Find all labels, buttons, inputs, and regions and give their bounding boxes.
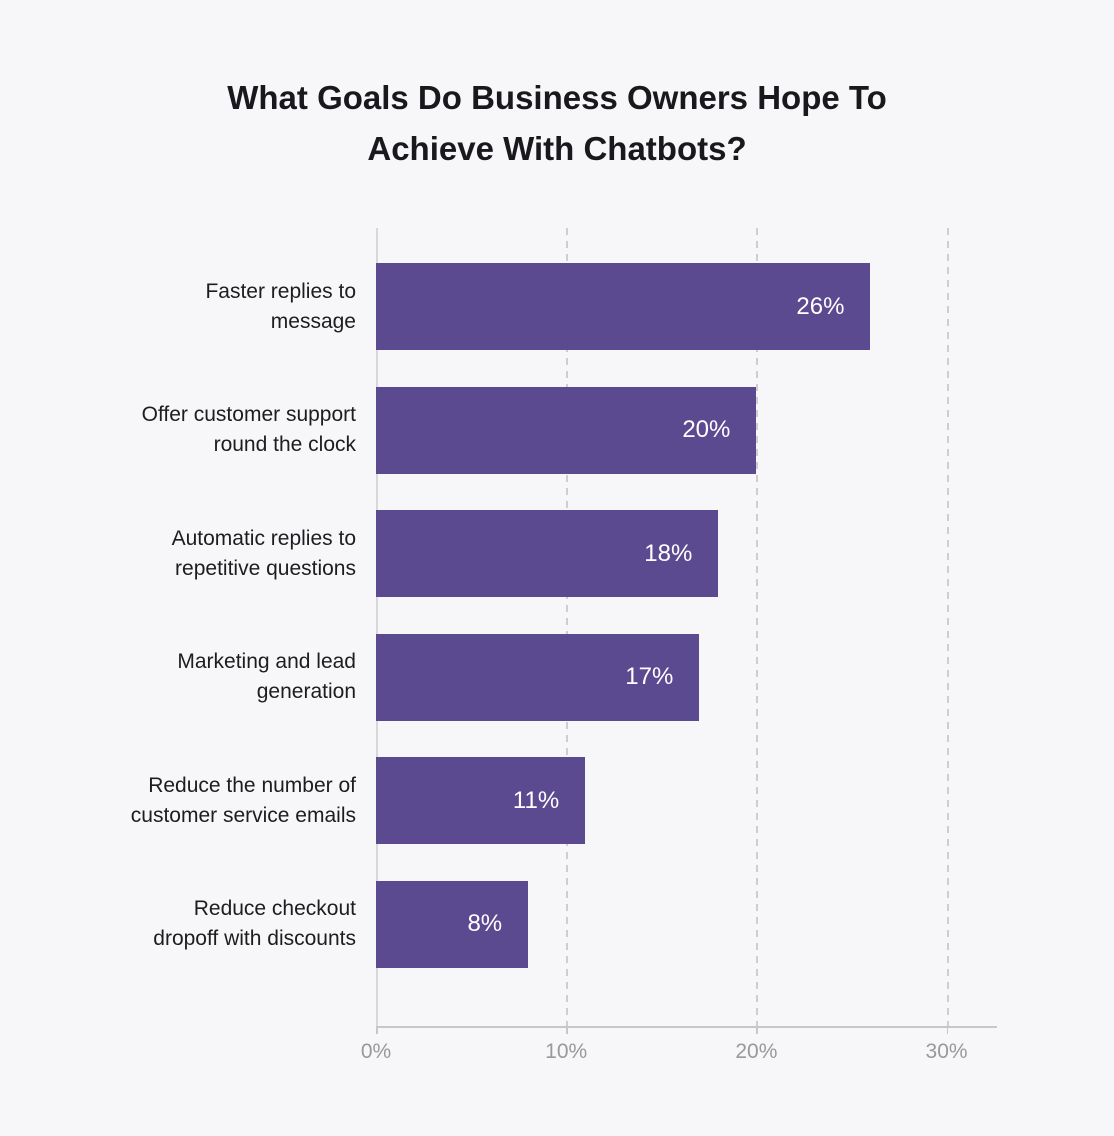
bar-chart: Faster replies to message 26% Offer custo… xyxy=(0,228,1114,1108)
bar: 8% xyxy=(376,880,529,968)
category-label-line: customer service emails xyxy=(130,803,356,827)
bar: 17% xyxy=(376,633,700,721)
category-label-line: dropoff with discounts xyxy=(153,927,356,950)
category-label: Faster replies to message xyxy=(0,263,376,350)
y-axis-line xyxy=(376,228,378,1026)
category-label-line: Automatic replies to xyxy=(171,526,356,550)
category-label-line: Offer customer support xyxy=(141,403,356,426)
category-label-line: Reduce the number of xyxy=(148,773,356,797)
gridline-20 xyxy=(756,228,759,1026)
plot-area xyxy=(376,228,996,1026)
category-label: Reduce the number of customer service ema… xyxy=(0,757,376,844)
x-tick-label: 20% xyxy=(735,1040,778,1063)
chart-title: What Goals Do Business Owners Hope To Ac… xyxy=(0,72,1114,174)
x-tick-label: 0% xyxy=(360,1040,392,1063)
bar: 11% xyxy=(376,757,586,844)
category-label: Reduce checkout dropoff with discounts xyxy=(0,881,376,968)
bar-value-label: 8% xyxy=(467,910,503,937)
chart-row: Automatic replies to repetitive questions… xyxy=(0,510,996,634)
x-tick-mark xyxy=(756,1026,758,1034)
bar: 26% xyxy=(376,263,871,350)
category-label-line: Marketing and lead xyxy=(177,650,356,673)
category-label-line: round the clock xyxy=(213,433,356,456)
category-label: Automatic replies to repetitive questions xyxy=(0,510,376,597)
bar-value-label: 11% xyxy=(512,786,560,814)
bar: 20% xyxy=(376,386,757,474)
bar-value-label: 26% xyxy=(796,292,845,320)
bar-track: 11% xyxy=(376,757,996,844)
chart-row: Faster replies to message 26% xyxy=(0,263,996,387)
bar-value-label: 18% xyxy=(644,539,693,567)
x-tick-label: 30% xyxy=(925,1040,968,1063)
x-tick-mark xyxy=(376,1026,378,1034)
bar-value-label: 20% xyxy=(682,416,731,443)
bar: 18% xyxy=(376,510,719,597)
bar-track: 8% xyxy=(376,880,996,968)
chart-title-line-2: Achieve With Chatbots? xyxy=(367,130,747,167)
category-label: Offer customer support round the clock xyxy=(0,387,376,474)
chart-title-line-1: What Goals Do Business Owners Hope To xyxy=(227,79,887,116)
x-axis-line xyxy=(376,1026,997,1028)
chart-row: Reduce the number of customer service ema… xyxy=(0,757,996,881)
bar-track: 17% xyxy=(376,633,996,721)
x-tick-mark xyxy=(566,1026,568,1034)
bar-rows: Faster replies to message 26% Offer custo… xyxy=(0,263,996,1004)
bar-value-label: 17% xyxy=(625,663,674,690)
category-label-line: generation xyxy=(256,680,356,703)
category-label-line: Faster replies to xyxy=(205,279,356,303)
bar-track: 26% xyxy=(376,263,996,350)
chart-row: Marketing and lead generation 17% xyxy=(0,633,996,758)
gridline-10 xyxy=(566,228,569,1026)
x-tick-label: 10% xyxy=(545,1040,588,1063)
gridline-30 xyxy=(946,228,949,1026)
chart-row: Offer customer support round the clock 20… xyxy=(0,386,996,511)
category-label-line: message xyxy=(270,309,356,333)
category-label-line: Reduce checkout xyxy=(193,897,356,920)
bar-track: 18% xyxy=(376,510,996,597)
category-label: Marketing and lead generation xyxy=(0,634,376,721)
bar-track: 20% xyxy=(376,386,996,474)
chart-row: Reduce checkout dropoff with discounts 8% xyxy=(0,880,996,1005)
x-tick-mark xyxy=(946,1026,949,1034)
category-label-line: repetitive questions xyxy=(175,556,356,580)
